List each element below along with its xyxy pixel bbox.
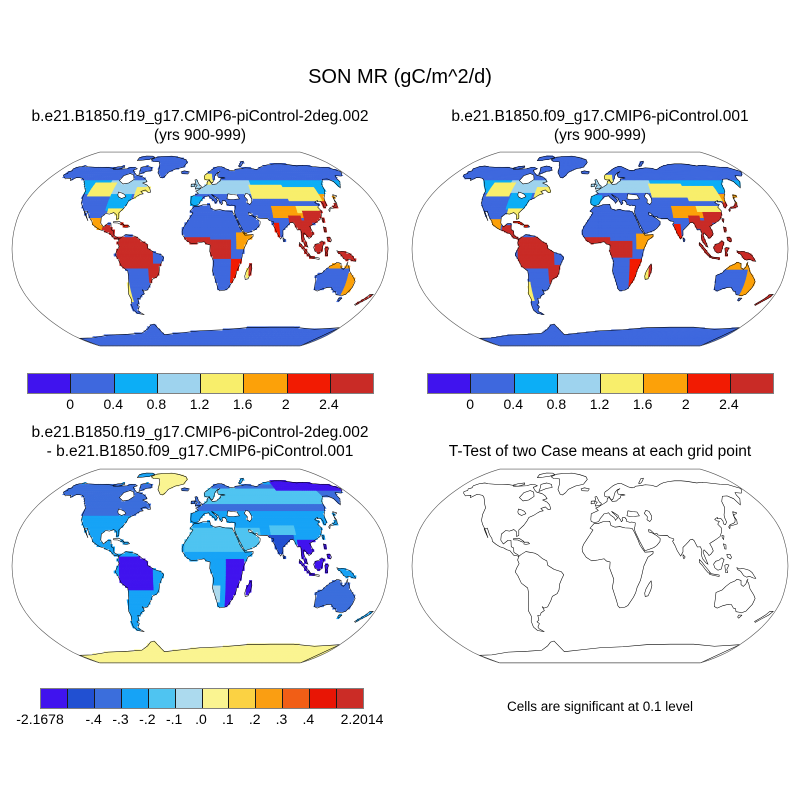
colorbar-tick-label: .1	[221, 711, 234, 727]
colorbar-cell	[309, 689, 337, 708]
colorbar-diff	[40, 688, 364, 709]
colorbar-cell	[286, 374, 330, 393]
colorbar-tick-label: 1.2	[589, 396, 610, 412]
colorbar-tick-label: 0	[66, 396, 75, 412]
colorbar-tick-label: 1.2	[189, 396, 210, 412]
panel-title-ttest: T-Test of two Case means at each grid po…	[400, 442, 800, 461]
colorbar-tick-label: 0.4	[503, 396, 523, 412]
colorbar-tick-label: 2.4	[319, 396, 339, 412]
colorbar-cell	[200, 374, 244, 393]
panel-title-case2-line1: b.e21.B1850.f09_g17.CMIP6-piControl.001	[451, 108, 749, 125]
panel-title-case1-line1: b.e21.B1850.f19_g17.CMIP6-piControl-2deg…	[31, 108, 369, 125]
colorbar-tick-label: .2	[248, 711, 261, 727]
colorbar-cell	[428, 374, 471, 393]
colorbar-tick-label: -.3	[112, 711, 129, 727]
colorbar-tick-label: 0.8	[546, 396, 567, 412]
colorbar-cell	[147, 689, 175, 708]
colorbar-cell	[556, 374, 600, 393]
map-case1	[11, 151, 389, 347]
colorbar-cell	[282, 689, 310, 708]
colorbar-tick-label: 1.6	[232, 396, 253, 412]
map-case2	[411, 151, 789, 347]
colorbar-cell	[329, 374, 373, 393]
colorbar-cell	[174, 689, 202, 708]
colorbar-cell	[243, 374, 287, 393]
colorbar-cell	[228, 689, 256, 708]
colorbar-cell	[513, 374, 557, 393]
colorbar-tick-label: 1.6	[632, 396, 653, 412]
colorbar-tick-label: 0	[466, 396, 475, 412]
colorbar-tick-label: -2.1678	[16, 711, 64, 727]
colorbar-tick-label: 2	[281, 396, 290, 412]
colorbar-cell	[41, 689, 67, 708]
map-ttest	[411, 468, 789, 664]
colorbar-cell	[113, 374, 157, 393]
colorbar-cell	[93, 689, 121, 708]
colorbar-case2-labels: 0 0.4 0.8 1.2 1.6 2 2.4	[427, 396, 772, 412]
colorbar-diff-labels: -2.1678 -.4 -.3 -.2 -.1 .0 .1 .2 .3 .4 2.2014	[16, 711, 383, 727]
map-diff	[11, 468, 389, 664]
colorbar-cell	[70, 374, 114, 393]
colorbar-tick-label: .0	[195, 711, 207, 727]
colorbar-tick-label: 2	[681, 396, 690, 412]
colorbar-cell	[643, 374, 687, 393]
colorbar-tick-label: -.2	[139, 711, 156, 727]
colorbar-case1-labels: 0 0.4 0.8 1.2 1.6 2 2.4	[27, 396, 372, 412]
colorbar-cell	[28, 374, 71, 393]
colorbar-tick-label: 0.4	[103, 396, 123, 412]
panel-title-ttest-line1: T-Test of two Case means at each grid po…	[448, 443, 752, 460]
colorbar-cell	[66, 689, 94, 708]
ttest-caption: Cells are significant at 0.1 level	[506, 699, 694, 714]
colorbar-case1	[27, 373, 374, 394]
colorbar-cell	[201, 689, 229, 708]
colorbar-cell	[156, 374, 200, 393]
colorbar-tick-label: 2.2014	[340, 711, 384, 727]
panel-title-case2-line2: (yrs 900-999)	[553, 127, 647, 144]
colorbar-cell	[686, 374, 730, 393]
colorbar-tick-label: -.4	[85, 711, 102, 727]
colorbar-tick-label: .3	[275, 711, 288, 727]
figure-title: SON MR (gC/m^2/d)	[308, 66, 492, 88]
panel-title-diff-line2: - b.e21.B1850.f09_g17.CMIP6-piControl.00…	[46, 443, 354, 460]
colorbar-cell	[120, 689, 148, 708]
colorbar-case2	[427, 373, 774, 394]
colorbar-tick-label: 0.8	[146, 396, 167, 412]
panel-title-diff-line1: b.e21.B1850.f19_g17.CMIP6-piControl-2deg…	[31, 424, 369, 441]
colorbar-cell	[600, 374, 644, 393]
panel-title-case1: b.e21.B1850.f19_g17.CMIP6-piControl-2deg…	[0, 107, 400, 145]
colorbar-tick-label: -.1	[165, 711, 183, 727]
panel-title-case2: b.e21.B1850.f09_g17.CMIP6-piControl.001 …	[400, 107, 800, 145]
colorbar-tick-label: .4	[302, 711, 315, 727]
colorbar-tick-label: 2.4	[719, 396, 739, 412]
colorbar-cell	[729, 374, 773, 393]
colorbar-cell	[336, 689, 364, 708]
colorbar-cell	[255, 689, 283, 708]
colorbar-cell	[470, 374, 514, 393]
panel-title-diff: b.e21.B1850.f19_g17.CMIP6-piControl-2deg…	[0, 423, 400, 461]
panel-title-case1-line2: (yrs 900-999)	[153, 127, 247, 144]
